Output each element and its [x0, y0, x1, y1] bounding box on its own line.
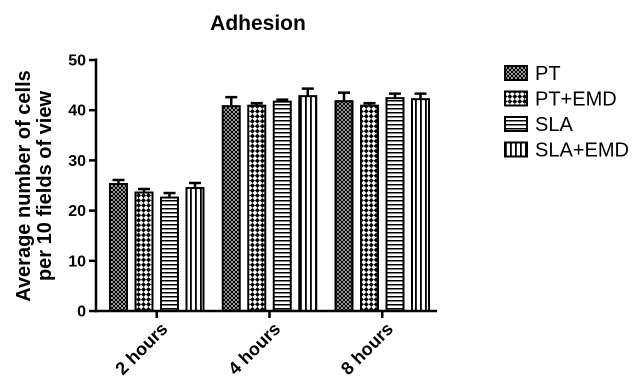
y-axis-label-line-2: per 10 fields of view: [34, 91, 56, 282]
bar-pt-8-hours: [334, 100, 354, 312]
y-tick-label-0: 0: [77, 304, 86, 321]
y-axis-label-line-1: Average number of cells: [13, 70, 35, 302]
error-bar-pt-8-hours: [338, 91, 350, 102]
bar-sla-8-hours: [385, 97, 405, 313]
legend-swatch-pt-emd: [504, 90, 528, 107]
legend: PT PT+EMD SLA SLA+EMD: [504, 63, 629, 162]
legend-item-pt: PT: [504, 63, 561, 85]
bar-pt-2-hours: [109, 182, 128, 312]
chart-title: Adhesion: [210, 12, 306, 35]
legend-swatch-sla-emd: [504, 141, 528, 158]
legend-item-pt-emd: PT+EMD: [504, 89, 617, 111]
bar-pt-emd-8-hours: [360, 104, 379, 312]
error-bar-pt-emd-2-hours: [138, 187, 150, 193]
error-bar-sla-emd-2-hours: [189, 181, 201, 189]
error-bar-sla-2-hours: [163, 191, 176, 198]
legend-swatch-sla: [504, 116, 528, 132]
bar-pt-emd-4-hours: [247, 104, 267, 312]
error-bar-pt-4-hours: [225, 95, 238, 107]
bar-sla-emd-2-hours: [185, 187, 205, 312]
legend-label-sla: SLA: [535, 114, 573, 136]
y-tick-label-30: 30: [68, 153, 86, 170]
error-bar-sla-emd-4-hours: [301, 87, 314, 97]
legend-label-pt: PT: [535, 63, 561, 85]
y-tick-label-50: 50: [68, 53, 86, 70]
bar-sla-emd-8-hours: [411, 98, 430, 312]
y-axis-label: Average number of cells per 10 fields of…: [13, 70, 56, 302]
legend-label-pt-emd: PT+EMD: [535, 89, 617, 111]
error-bars-layer: [112, 87, 427, 198]
error-bar-sla-4-hours: [276, 98, 289, 102]
bar-sla-2-hours: [160, 196, 179, 313]
y-tick-label-40: 40: [68, 103, 86, 120]
error-bar-pt-emd-8-hours: [363, 101, 376, 106]
error-bar-pt-2-hours: [112, 178, 125, 184]
y-tick-label-20: 20: [68, 203, 86, 220]
bar-pt-4-hours: [221, 105, 241, 312]
error-bar-sla-8-hours: [389, 92, 401, 99]
legend-item-sla: SLA: [504, 114, 573, 136]
bar-sla-4-hours: [272, 100, 292, 312]
legend-item-sla-emd: SLA+EMD: [504, 140, 629, 162]
error-bar-pt-emd-4-hours: [250, 101, 263, 106]
bar-pt-emd-2-hours: [134, 191, 154, 312]
error-bar-sla-emd-8-hours: [414, 92, 427, 100]
legend-label-sla-emd: SLA+EMD: [535, 140, 629, 162]
y-tick-label-10: 10: [68, 253, 86, 270]
bar-sla-emd-4-hours: [298, 95, 318, 312]
legend-swatch-pt: [504, 65, 528, 81]
